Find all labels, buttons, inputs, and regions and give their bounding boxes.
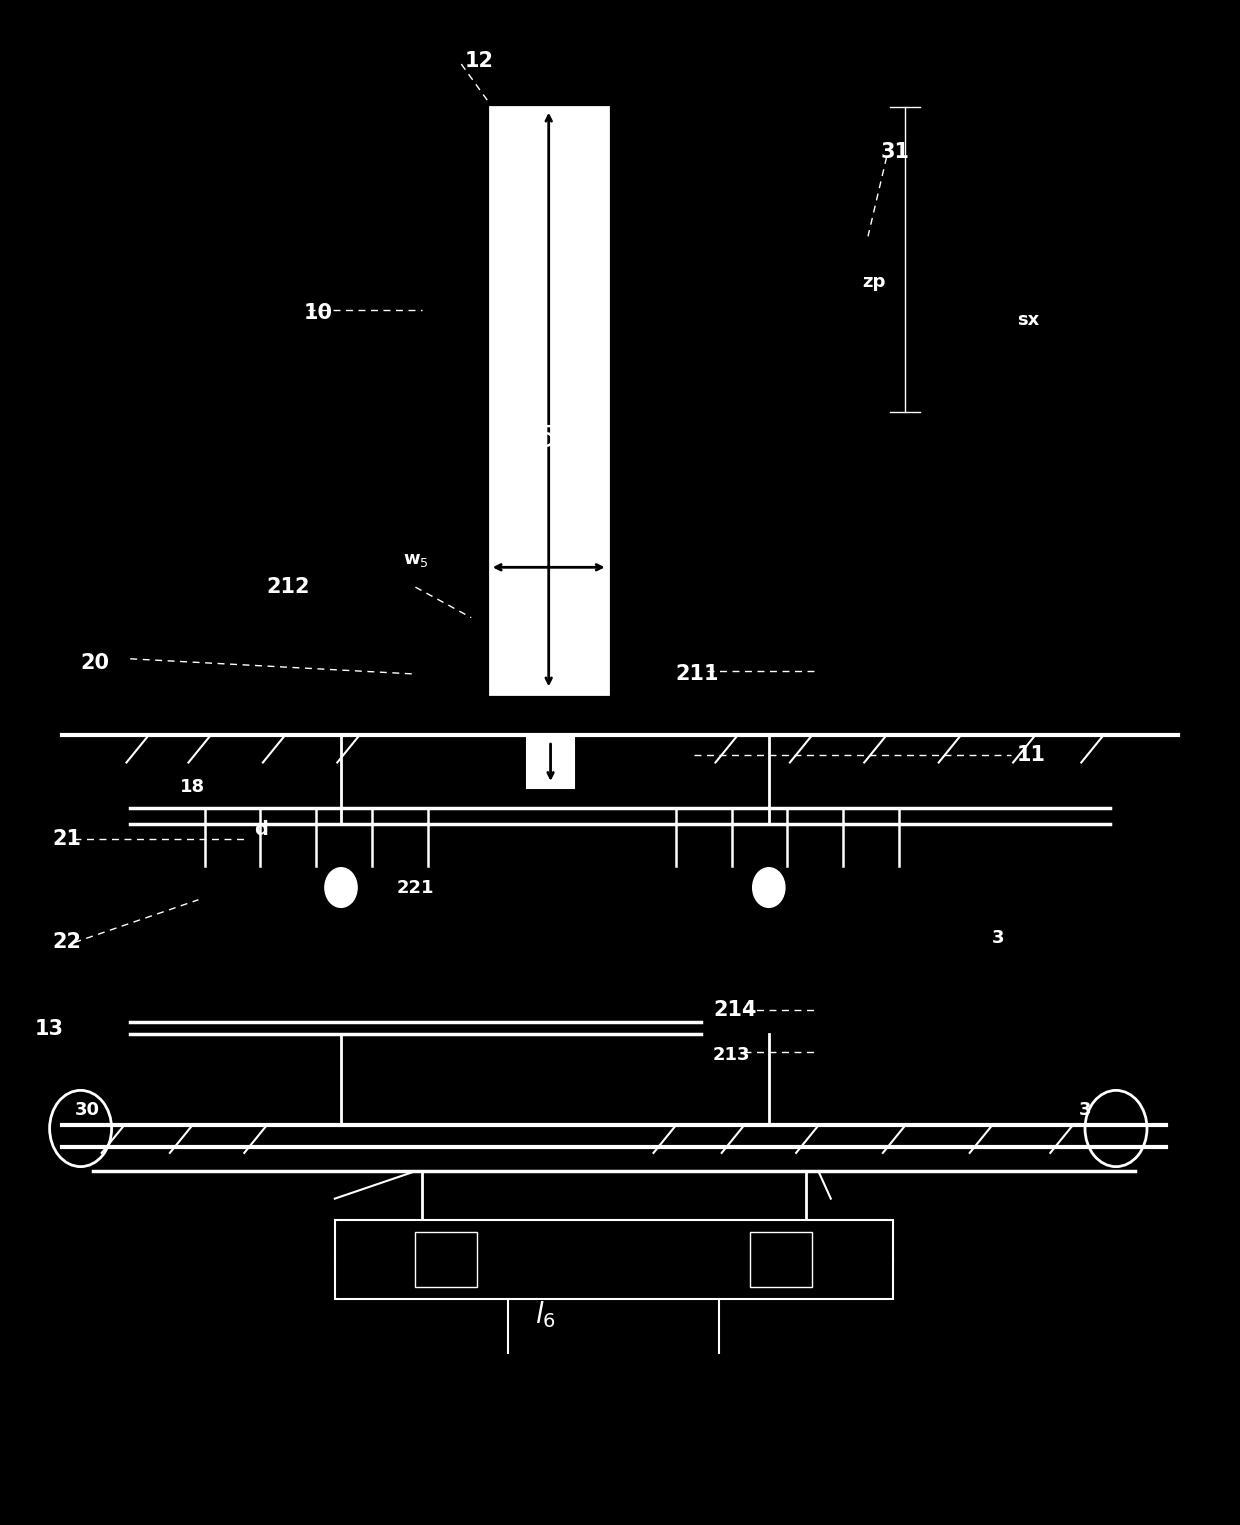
Circle shape bbox=[753, 868, 785, 907]
Text: 22: 22 bbox=[52, 932, 81, 953]
Text: sx: sx bbox=[1017, 311, 1039, 329]
Text: d: d bbox=[254, 820, 268, 839]
Text: 221: 221 bbox=[397, 878, 434, 897]
Text: 31: 31 bbox=[880, 142, 909, 163]
Bar bbox=[750, 1232, 812, 1287]
Text: 11: 11 bbox=[1017, 744, 1045, 766]
Bar bbox=[335, 1220, 893, 1299]
Text: 213: 213 bbox=[713, 1046, 750, 1064]
Text: zp: zp bbox=[862, 273, 885, 291]
Bar bbox=[490, 107, 608, 694]
Text: 211: 211 bbox=[676, 663, 719, 685]
Text: 12: 12 bbox=[465, 50, 494, 72]
Text: 21: 21 bbox=[52, 828, 81, 849]
Text: 212: 212 bbox=[267, 576, 310, 598]
Text: 10: 10 bbox=[304, 302, 332, 323]
Text: 13: 13 bbox=[35, 1019, 63, 1040]
Text: 214: 214 bbox=[713, 999, 756, 1020]
Text: $l_5$: $l_5$ bbox=[523, 404, 556, 450]
Text: 18: 18 bbox=[180, 778, 205, 796]
Text: w$_5$: w$_5$ bbox=[403, 551, 429, 569]
Bar bbox=[415, 1232, 477, 1287]
Circle shape bbox=[325, 868, 357, 907]
Bar bbox=[527, 735, 574, 788]
Text: 20: 20 bbox=[81, 653, 109, 674]
Text: 3: 3 bbox=[992, 929, 1004, 947]
Text: $l_6$: $l_6$ bbox=[536, 1299, 556, 1330]
Text: 30: 30 bbox=[74, 1101, 99, 1119]
Text: 3: 3 bbox=[1079, 1101, 1091, 1119]
